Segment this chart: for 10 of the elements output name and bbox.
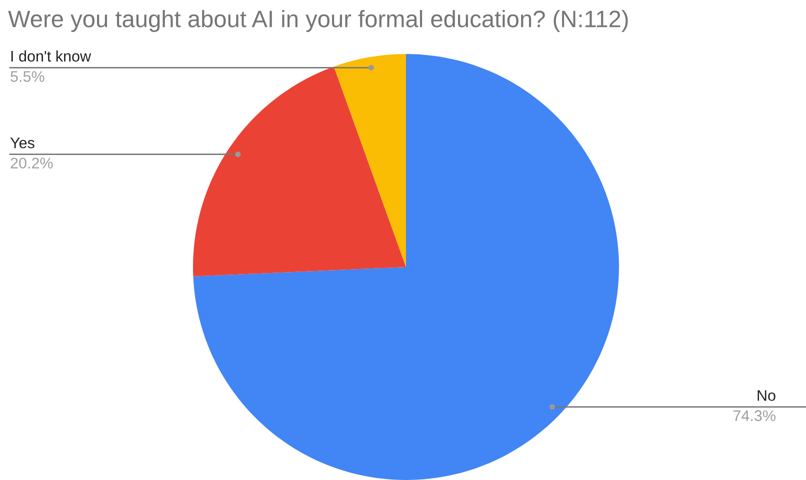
chart-title: Were you taught about AI in your formal education? (N:112) (8, 10, 628, 32)
data-label: 74.3% (733, 410, 776, 422)
data-label: 20.2% (10, 158, 53, 169)
pie-slice (334, 54, 406, 267)
data-label: 5.5% (10, 71, 44, 82)
slice-label: I don't know (11, 50, 92, 62)
slice-label: Yes (10, 138, 34, 148)
pie-slice (193, 66, 406, 276)
slice-label: No (758, 390, 776, 401)
pie-slice (193, 54, 619, 480)
